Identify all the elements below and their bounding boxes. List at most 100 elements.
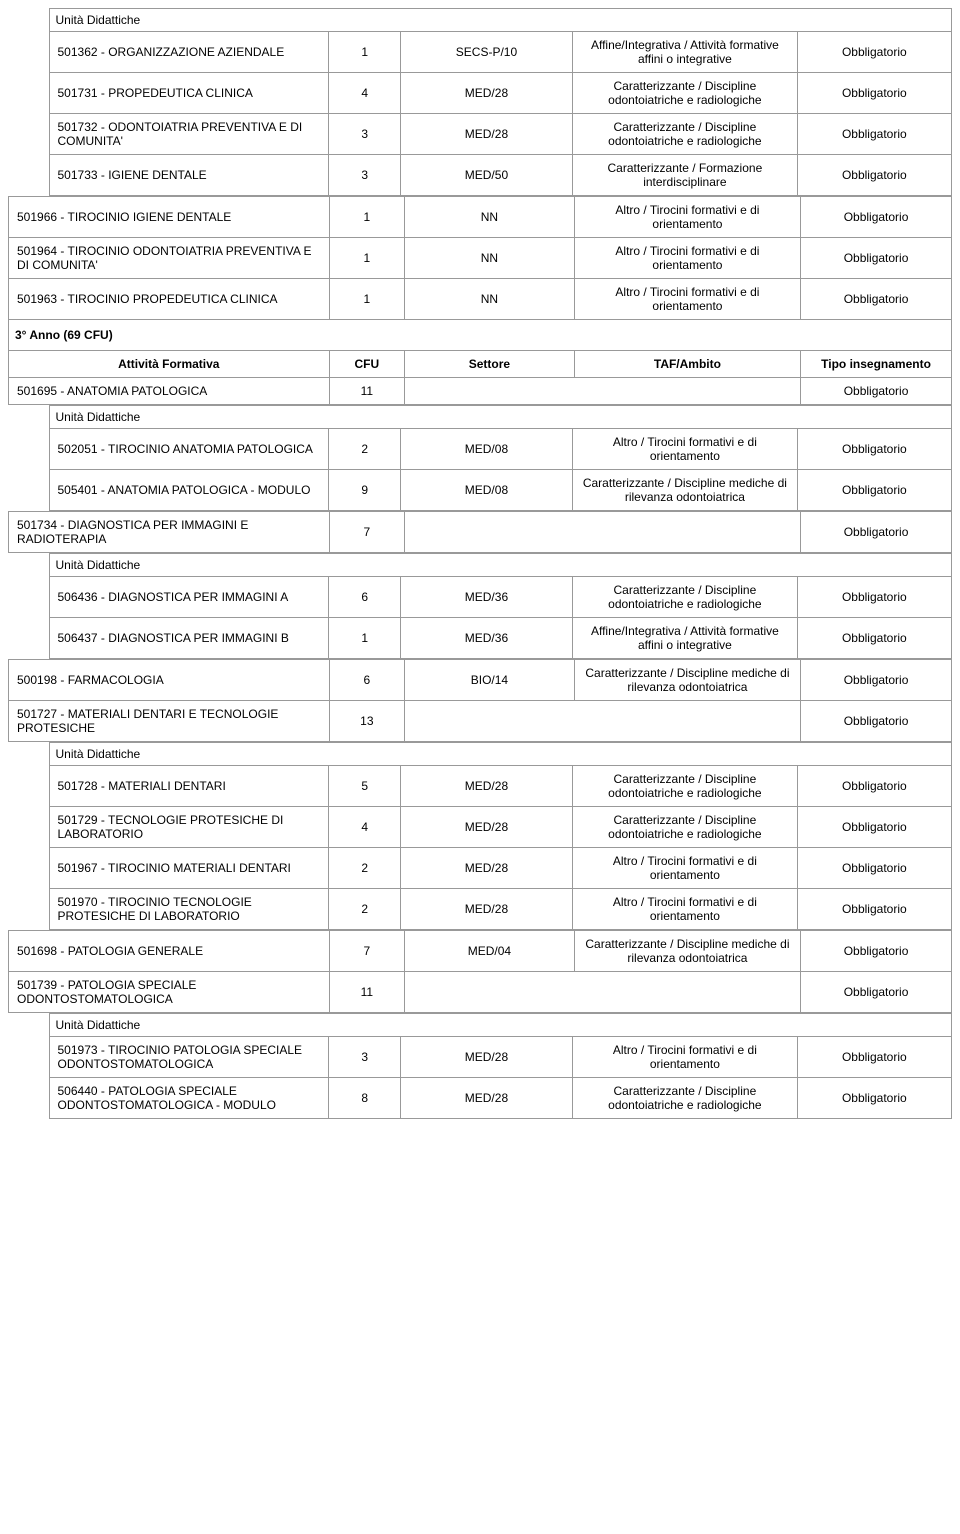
taf-cell: Caratterizzante / Formazione interdiscip… <box>572 155 798 196</box>
table-row: 502051 - TIROCINIO ANATOMIA PATOLOGICA 2… <box>49 429 951 470</box>
tipo-cell: Obbligatorio <box>798 470 951 511</box>
table-row: 505401 - ANATOMIA PATOLOGICA - MODULO 9 … <box>49 470 951 511</box>
unita-label: Unità Didattiche <box>49 1014 951 1037</box>
cfu-cell: 2 <box>329 848 401 889</box>
taf-cell: Caratterizzante / Discipline mediche di … <box>574 660 800 701</box>
settore-cell: MED/36 <box>401 618 572 659</box>
cfu-cell: 11 <box>329 972 404 1013</box>
cfu-cell: 13 <box>329 701 404 742</box>
activity-name: 501733 - IGIENE DENTALE <box>49 155 329 196</box>
settore-cell: NN <box>405 197 575 238</box>
top-container-table: Unità Didattiche 501362 - ORGANIZZAZIONE… <box>8 8 952 1119</box>
activity-name: 501973 - TIROCINIO PATOLOGIA SPECIALE OD… <box>49 1037 329 1078</box>
cfu-cell: 4 <box>329 807 401 848</box>
cfu-cell: 2 <box>329 429 401 470</box>
activity-name: 506437 - DIAGNOSTICA PER IMMAGINI B <box>49 618 329 659</box>
settore-cell: MED/36 <box>401 577 572 618</box>
col-cfu: CFU <box>329 351 404 378</box>
unita-header: Unità Didattiche <box>49 9 951 32</box>
table-row: 500198 - FARMACOLOGIA 6 BIO/14 Caratteri… <box>9 660 952 701</box>
settore-cell: MED/28 <box>401 73 572 114</box>
cfu-cell: 4 <box>329 73 401 114</box>
cfu-cell: 3 <box>329 155 401 196</box>
table-row: 501729 - TECNOLOGIE PROTESICHE DI LABORA… <box>49 807 951 848</box>
settore-cell: MED/28 <box>401 848 572 889</box>
taf-cell: Caratterizzante / Discipline mediche di … <box>574 931 800 972</box>
settore-cell: MED/28 <box>401 1078 572 1119</box>
activity-name: 501698 - PATOLOGIA GENERALE <box>9 931 330 972</box>
tipo-cell: Obbligatorio <box>801 931 952 972</box>
taf-cell: Caratterizzante / Discipline odontoiatri… <box>572 807 798 848</box>
settore-cell: MED/50 <box>401 155 572 196</box>
tipo-cell: Obbligatorio <box>801 660 952 701</box>
cfu-cell: 8 <box>329 1078 401 1119</box>
tipo-cell: Obbligatorio <box>798 577 951 618</box>
activity-name: 501963 - TIROCINIO PROPEDEUTICA CLINICA <box>9 279 330 320</box>
unita-label: Unità Didattiche <box>49 406 951 429</box>
settore-cell: MED/08 <box>401 429 572 470</box>
tipo-cell: Obbligatorio <box>801 972 952 1013</box>
settore-cell: BIO/14 <box>405 660 575 701</box>
tipo-cell: Obbligatorio <box>798 429 951 470</box>
table-row: 501970 - TIROCINIO TECNOLOGIE PROTESICHE… <box>49 889 951 930</box>
unita-block-1: Unità Didattiche 501362 - ORGANIZZAZIONE… <box>49 8 952 196</box>
unita-mat: Unità Didattiche 501728 - MATERIALI DENT… <box>49 742 952 930</box>
taf-cell: Affine/Integrativa / Attività formative … <box>572 618 798 659</box>
activity-name: 501729 - TECNOLOGIE PROTESICHE DI LABORA… <box>49 807 329 848</box>
tipo-cell: Obbligatorio <box>798 1078 951 1119</box>
table-row: 501973 - TIROCINIO PATOLOGIA SPECIALE OD… <box>49 1037 951 1078</box>
tipo-cell: Obbligatorio <box>801 701 952 742</box>
taf-cell: Altro / Tirocini formativi e di orientam… <box>574 197 800 238</box>
tipo-cell: Obbligatorio <box>798 848 951 889</box>
table-row: 501739 - PATOLOGIA SPECIALE ODONTOSTOMAT… <box>9 972 952 1013</box>
activity-name: 506436 - DIAGNOSTICA PER IMMAGINI A <box>49 577 329 618</box>
taf-cell: Affine/Integrativa / Attività formative … <box>572 32 798 73</box>
col-taf: TAF/Ambito <box>574 351 800 378</box>
empty-cell <box>405 512 801 553</box>
col-tipo: Tipo insegnamento <box>801 351 952 378</box>
tipo-cell: Obbligatorio <box>798 155 951 196</box>
taf-cell: Caratterizzante / Discipline odontoiatri… <box>572 114 798 155</box>
activity-name: 501739 - PATOLOGIA SPECIALE ODONTOSTOMAT… <box>9 972 330 1013</box>
table-row: 501698 - PATOLOGIA GENERALE 7 MED/04 Car… <box>9 931 952 972</box>
settore-cell: SECS-P/10 <box>401 32 572 73</box>
tipo-cell: Obbligatorio <box>801 378 952 405</box>
activity-name: 505401 - ANATOMIA PATOLOGICA - MODULO <box>49 470 329 511</box>
table-row: 501734 - DIAGNOSTICA PER IMMAGINI E RADI… <box>9 512 952 553</box>
year-3-header: 3° Anno (69 CFU) <box>9 320 952 351</box>
settore-cell: MED/28 <box>401 889 572 930</box>
activity-name: 501728 - MATERIALI DENTARI <box>49 766 329 807</box>
taf-cell: Altro / Tirocini formativi e di orientam… <box>572 429 798 470</box>
settore-cell: NN <box>405 238 575 279</box>
settore-cell: MED/28 <box>401 807 572 848</box>
empty-cell <box>405 701 801 742</box>
taf-cell: Altro / Tirocini formativi e di orientam… <box>572 848 798 889</box>
activity-name: 506440 - PATOLOGIA SPECIALE ODONTOSTOMAT… <box>49 1078 329 1119</box>
table-row: 501728 - MATERIALI DENTARI 5 MED/28 Cara… <box>49 766 951 807</box>
cfu-cell: 7 <box>329 931 404 972</box>
cfu-cell: 7 <box>329 512 404 553</box>
empty-cell <box>405 972 801 1013</box>
taf-cell: Caratterizzante / Discipline odontoiatri… <box>572 73 798 114</box>
cfu-cell: 2 <box>329 889 401 930</box>
col-attivita: Attività Formativa <box>9 351 330 378</box>
cfu-cell: 11 <box>329 378 404 405</box>
tipo-cell: Obbligatorio <box>798 32 951 73</box>
taf-cell: Altro / Tirocini formativi e di orientam… <box>572 1037 798 1078</box>
activity-name: 502051 - TIROCINIO ANATOMIA PATOLOGICA <box>49 429 329 470</box>
empty-cell <box>405 378 801 405</box>
column-headers: Attività Formativa CFU Settore TAF/Ambit… <box>9 351 952 378</box>
cfu-cell: 1 <box>329 238 404 279</box>
unita-patspec: Unità Didattiche 501973 - TIROCINIO PATO… <box>49 1013 952 1119</box>
settore-cell: MED/08 <box>401 470 572 511</box>
activity-name: 501966 - TIROCINIO IGIENE DENTALE <box>9 197 330 238</box>
settore-cell: MED/28 <box>401 114 572 155</box>
tipo-cell: Obbligatorio <box>801 512 952 553</box>
cfu-cell: 1 <box>329 618 401 659</box>
table-row: 501964 - TIROCINIO ODONTOIATRIA PREVENTI… <box>9 238 952 279</box>
cfu-cell: 1 <box>329 279 404 320</box>
activity-name: 501967 - TIROCINIO MATERIALI DENTARI <box>49 848 329 889</box>
tipo-cell: Obbligatorio <box>798 807 951 848</box>
tipo-cell: Obbligatorio <box>798 889 951 930</box>
tipo-cell: Obbligatorio <box>798 73 951 114</box>
